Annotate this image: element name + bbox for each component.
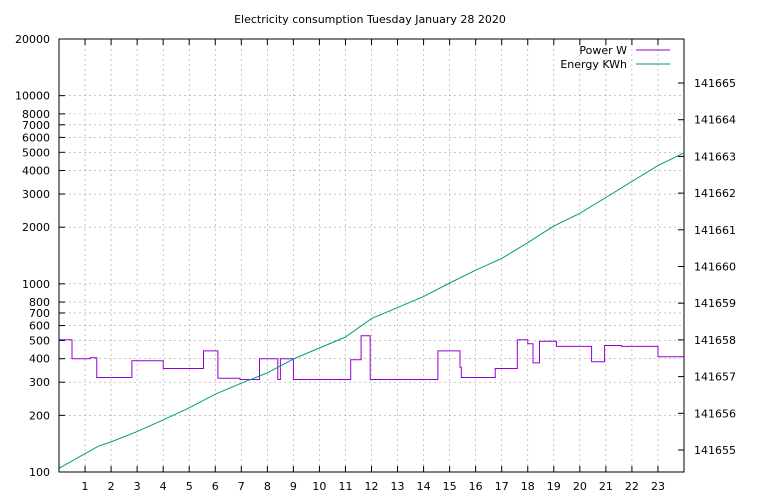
legend-label: Energy KWh bbox=[560, 58, 627, 71]
axis-ticks: 1 2 3 4 5 6 7 8 9 10 11 12 13 14 15 16 17 18 19 20 21 22 23100… bbox=[15, 33, 736, 493]
y-right-tick-label: 141665 bbox=[694, 77, 736, 90]
y-right-tick-label: 141663 bbox=[694, 150, 736, 163]
y-right-tick-label: 141656 bbox=[694, 407, 736, 420]
y-right-tick-label: 141657 bbox=[694, 371, 736, 384]
plot-frame bbox=[58, 38, 685, 473]
x-tick-label: 4 bbox=[160, 480, 167, 493]
x-tick-label: 9 bbox=[290, 480, 297, 493]
chart-title: Electricity consumption Tuesday January … bbox=[234, 13, 506, 26]
x-tick-label: 17 bbox=[495, 480, 509, 493]
y-left-tick-label: 500 bbox=[29, 334, 50, 347]
x-tick-label: 16 bbox=[469, 480, 483, 493]
x-tick-label: 22 bbox=[625, 480, 639, 493]
y-left-tick-label: 800 bbox=[29, 296, 50, 309]
y-left-tick-label: 400 bbox=[29, 353, 50, 366]
x-tick-label: 23 bbox=[651, 480, 665, 493]
series-line-power-w bbox=[59, 335, 684, 380]
x-tick-label: 20 bbox=[573, 480, 587, 493]
x-tick-label: 1 bbox=[82, 480, 89, 493]
x-tick-label: 19 bbox=[547, 480, 561, 493]
x-tick-label: 10 bbox=[312, 480, 326, 493]
x-tick-label: 13 bbox=[391, 480, 405, 493]
x-tick-label: 12 bbox=[365, 480, 379, 493]
y-left-tick-label: 10000 bbox=[15, 90, 50, 103]
y-left-tick-label: 600 bbox=[29, 320, 50, 333]
y-right-tick-label: 141655 bbox=[694, 444, 736, 457]
y-left-tick-label: 2000 bbox=[22, 221, 50, 234]
y-left-tick-label: 6000 bbox=[22, 131, 50, 144]
x-tick-label: 3 bbox=[134, 480, 141, 493]
x-tick-label: 6 bbox=[212, 480, 219, 493]
grid bbox=[59, 39, 684, 472]
y-left-tick-label: 200 bbox=[29, 409, 50, 422]
y-left-tick-label: 300 bbox=[29, 376, 50, 389]
x-tick-label: 14 bbox=[417, 480, 431, 493]
y-right-tick-label: 141660 bbox=[694, 261, 736, 274]
y-right-tick-label: 141658 bbox=[694, 334, 736, 347]
y-right-tick-label: 141662 bbox=[694, 187, 736, 200]
y-left-tick-label: 8000 bbox=[22, 108, 50, 121]
y-left-tick-label: 100 bbox=[29, 466, 50, 479]
x-tick-label: 15 bbox=[443, 480, 457, 493]
y-right-tick-label: 141661 bbox=[694, 224, 736, 237]
y-left-tick-label: 700 bbox=[29, 307, 50, 320]
y-left-tick-label: 7000 bbox=[22, 119, 50, 132]
y-left-tick-label: 4000 bbox=[22, 165, 50, 178]
y-right-tick-label: 141659 bbox=[694, 297, 736, 310]
x-tick-label: 5 bbox=[186, 480, 193, 493]
x-tick-label: 7 bbox=[238, 480, 245, 493]
x-tick-label: 11 bbox=[338, 480, 352, 493]
y-right-tick-label: 141664 bbox=[694, 114, 736, 127]
y-left-tick-label: 1000 bbox=[22, 278, 50, 291]
legend-label: Power W bbox=[579, 44, 627, 57]
y-left-tick-label: 5000 bbox=[22, 146, 50, 159]
x-tick-label: 21 bbox=[599, 480, 613, 493]
series-lines bbox=[58, 152, 685, 469]
y-left-tick-label: 3000 bbox=[22, 188, 50, 201]
x-tick-label: 8 bbox=[264, 480, 271, 493]
x-tick-label: 18 bbox=[521, 480, 535, 493]
series-line-energy-kwh bbox=[58, 152, 685, 469]
y-left-tick-label: 20000 bbox=[15, 33, 50, 46]
x-tick-label: 2 bbox=[108, 480, 115, 493]
